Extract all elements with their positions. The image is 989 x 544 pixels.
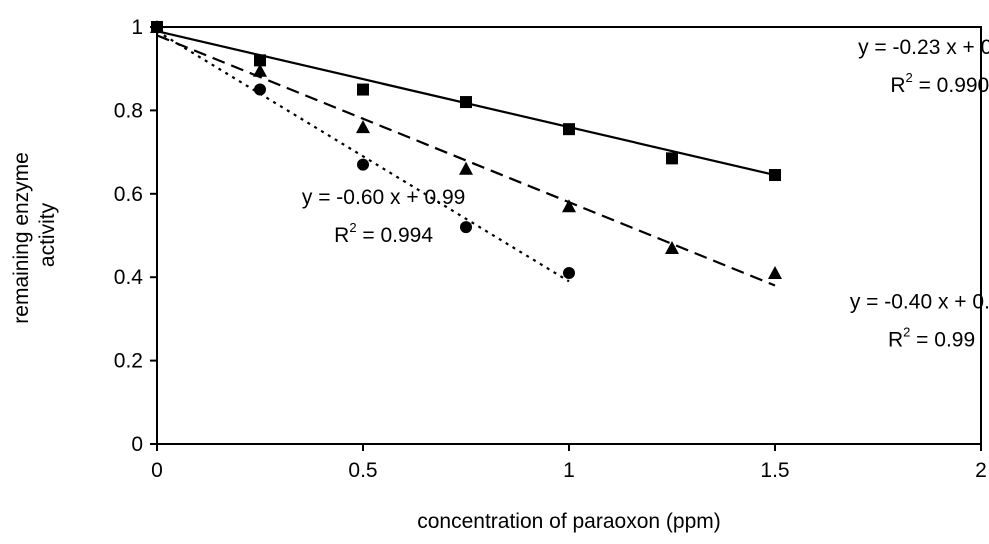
point-circle bbox=[254, 83, 266, 96]
point-triangle bbox=[356, 120, 370, 134]
point-triangle bbox=[253, 63, 267, 77]
r-squared-label: R2 = 0.99 bbox=[888, 324, 975, 351]
annotations: y = -0.23 x + 0.99 R2 = 0.990 y = -0.40 x … bbox=[302, 36, 989, 351]
equation-label: y = -0.23 x + 0.99 bbox=[858, 36, 989, 59]
point-square bbox=[460, 96, 472, 109]
y-axis-title-line-2: activity bbox=[36, 202, 59, 267]
r-squared-label: R2 = 0.994 bbox=[334, 220, 433, 247]
x-tick-label: 1.5 bbox=[760, 459, 789, 482]
x-axis-title: concentration of paraoxon (ppm) bbox=[417, 510, 721, 533]
equation-label: y = -0.40 x + 0.98 bbox=[850, 290, 989, 313]
point-square bbox=[769, 169, 781, 182]
point-square bbox=[254, 54, 266, 67]
data-points bbox=[150, 20, 782, 280]
x-axis: 0 0.5 1 1.5 2 bbox=[151, 444, 987, 482]
plot-area bbox=[156, 26, 982, 445]
point-triangle bbox=[768, 266, 782, 280]
point-triangle bbox=[665, 241, 679, 255]
y-tick-label: 0.8 bbox=[114, 99, 143, 122]
point-square bbox=[357, 83, 369, 96]
point-circle bbox=[563, 267, 575, 280]
y-axis-title-line-1: remaining enzyme bbox=[10, 152, 33, 324]
y-tick-label: 0.4 bbox=[114, 266, 144, 289]
x-tick-label: 2 bbox=[975, 459, 987, 482]
x-tick-label: 0.5 bbox=[348, 459, 377, 482]
trendline-circle bbox=[156, 30, 570, 283]
y-tick-label: 1 bbox=[131, 16, 143, 39]
point-square bbox=[666, 152, 678, 165]
trendline-triangle bbox=[156, 34, 776, 287]
point-triangle bbox=[459, 161, 473, 175]
point-square bbox=[563, 123, 575, 136]
point-triangle bbox=[562, 199, 576, 213]
y-tick-label: 0 bbox=[131, 433, 143, 456]
point-circle bbox=[151, 21, 163, 33]
point-circle bbox=[460, 221, 472, 234]
x-tick-label: 0 bbox=[151, 459, 163, 482]
y-tick-label: 0.2 bbox=[114, 350, 143, 373]
equation-label: y = -0.60 x + 0.99 bbox=[302, 186, 465, 209]
r-squared-label: R2 = 0.990 bbox=[890, 70, 989, 97]
x-tick-label: 1 bbox=[563, 459, 575, 482]
y-axis-title: remaining enzyme activity bbox=[10, 146, 59, 323]
y-tick-label: 0.6 bbox=[114, 183, 143, 206]
point-circle bbox=[357, 158, 369, 171]
y-axis: 0 0.2 0.4 0.6 0.8 1 bbox=[114, 16, 157, 456]
